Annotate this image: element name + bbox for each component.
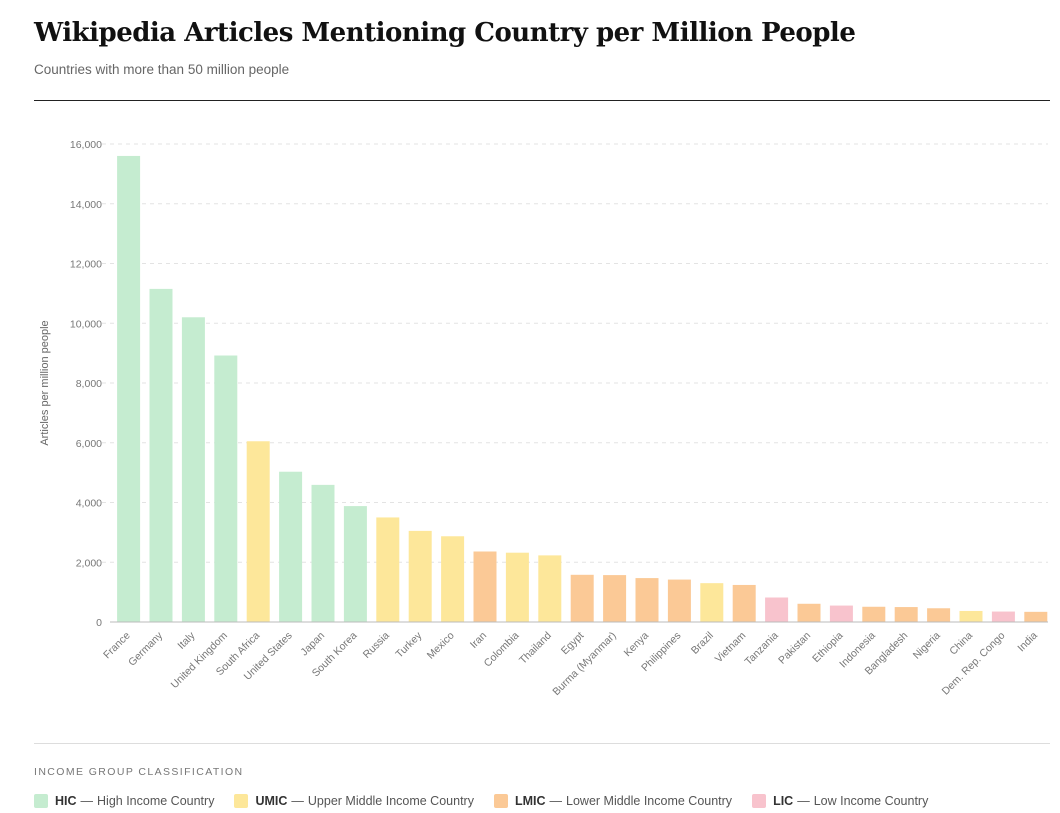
chart-title: Wikipedia Articles Mentioning Country pe… [34,18,856,48]
x-tick-label: Iran [468,630,489,651]
bar [894,607,918,622]
bar [214,355,238,622]
bar [829,605,853,622]
bars [117,155,1048,622]
legend-label: Low Income Country [813,794,929,808]
y-tick-label: 12,000 [70,259,102,271]
bar [797,603,821,622]
x-tick-label: China [947,630,975,658]
x-tick-label: Nigeria [911,630,943,662]
legend: HIC — High Income Country UMIC — Upper M… [34,794,928,808]
legend-label: Lower Middle Income Country [566,794,733,808]
x-tick-label: Pakistan [776,630,813,667]
y-tick-label: 0 [96,617,102,629]
bar [246,441,270,622]
bar [343,506,367,622]
y-tick-label: 16,000 [70,139,102,151]
legend-swatch-lic [752,794,767,808]
x-tick-label: Thailand [517,630,554,667]
legend-separator: — [549,794,563,808]
legend-separator: — [797,794,810,808]
bar [700,583,724,622]
x-tick-label: Japan [298,630,327,659]
bar [117,155,141,622]
legend-label: High Income Country [97,794,215,808]
x-tick-label: Russia [361,630,392,661]
legend-separator: — [291,794,304,808]
bar [181,317,205,622]
x-tick-label: Turkey [393,629,424,660]
x-tick-label: Dem. Rep. Congo [940,630,1008,698]
y-axis: 0 2,000 4,000 6,000 8,000 10,000 12,000 14,000 1… [70,139,102,629]
grid-lines [102,143,1048,563]
bar [441,536,465,622]
bar [959,610,983,622]
y-tick-label: 14,000 [70,199,102,211]
x-tick-label: Mexico [425,630,457,662]
legend-item-hic: HIC — High Income Country [34,794,214,808]
x-tick-label: Italy [175,629,198,652]
bar [1024,611,1048,622]
chart-subtitle: Countries with more than 50 million peop… [34,62,290,77]
bar [279,471,303,622]
bar [667,579,691,622]
bar [862,606,886,622]
bar [991,611,1015,622]
bar [765,597,789,622]
bar [149,288,173,622]
bar-chart: 0 2,000 4,000 6,000 8,000 10,000 12,000 14,000 1… [39,139,1048,698]
legend-title: INCOME GROUP CLASSIFICATION [34,766,244,778]
y-tick-label: 6,000 [76,438,102,450]
legend-code: UMIC [255,794,288,808]
x-tick-label: India [1015,630,1040,655]
legend-item-umic: UMIC — Upper Middle Income Country [234,794,474,808]
bar [603,575,627,622]
x-tick-label: Germany [126,629,166,669]
x-tick-label: Tanzania [743,630,781,668]
x-tick-label: Brazil [689,630,716,657]
x-tick-label: France [101,630,133,662]
bar [570,574,594,622]
legend-divider [34,743,1050,744]
header-divider [34,100,1050,101]
bar [505,552,529,622]
x-tick-label: Burma (Myanmar) [550,630,618,698]
legend-item-lic: LIC — Low Income Country [752,794,928,808]
y-tick-label: 8,000 [76,378,102,390]
legend-code: LIC [773,794,794,808]
bar [311,484,335,622]
legend-separator: — [80,794,94,808]
x-tick-label: Colombia [482,630,522,670]
legend-code: LMIC [514,794,546,808]
y-tick-label: 2,000 [76,557,102,569]
x-tick-label: Kenya [622,630,652,660]
bar [473,551,497,622]
legend-label: Upper Middle Income Country [307,794,474,808]
legend-swatch-hic [34,794,48,808]
bar [635,578,659,622]
y-tick-label: 4,000 [76,498,102,510]
legend-code: HIC [55,794,77,808]
y-axis-label: Articles per million people [39,320,51,445]
x-tick-label: Egypt [559,630,587,658]
bar [376,517,400,622]
bar [538,555,562,622]
bar [732,584,756,622]
bar [408,530,432,622]
legend-swatch-umic [234,794,249,808]
legend-item-lmic: LMIC — Lower Middle Income Country [493,794,733,808]
x-tick-label: United Kingdom [169,629,230,690]
bar [927,608,951,622]
legend-swatch-lmic [493,794,508,808]
y-tick-label: 10,000 [70,318,102,330]
